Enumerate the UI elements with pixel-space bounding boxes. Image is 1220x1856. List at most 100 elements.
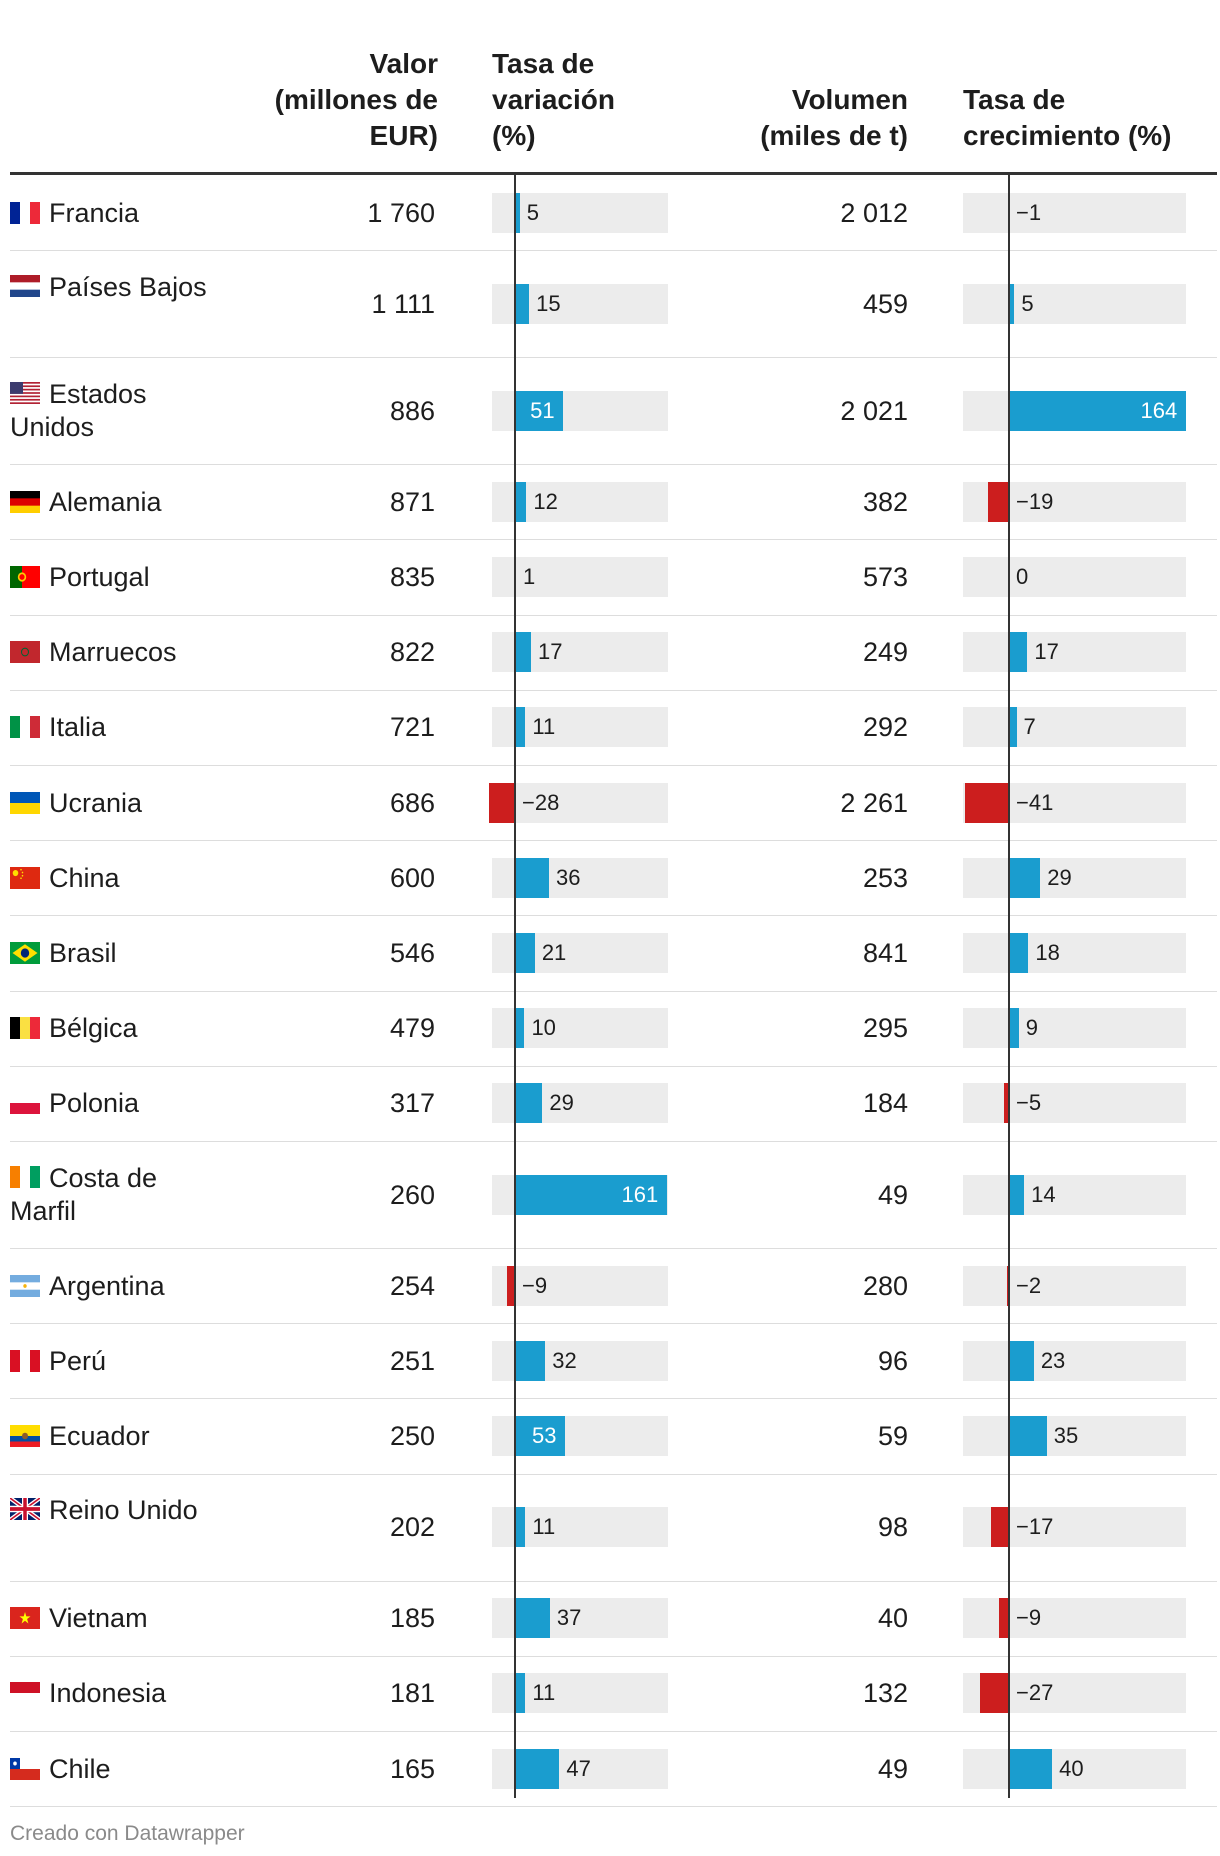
country-name: Polonia [49,1088,140,1119]
tasa-crecimiento-label: 40 [1059,1755,1084,1781]
country-name: Italia [49,712,107,743]
flag-cn-icon [10,866,40,889]
table-row: Brasil 546 841 21 18 [10,915,1217,992]
tasa-crecimiento-bar [1009,1748,1053,1789]
header-tasa-variacion-line: (%) [492,120,536,151]
tasa-crecimiento-bar [1009,632,1028,673]
tasa-crecimiento-bar [990,1507,1009,1548]
tasa-crecimiento-label: 23 [1040,1347,1066,1373]
tasa-variacion-track: 11 [492,1507,668,1548]
tasa-variacion-track: 10 [492,1008,668,1049]
volumen-cell: 841 [862,937,908,968]
tasa-crecimiento-track: −27 [963,1673,1186,1714]
tasa-crecimiento-bar [1009,283,1015,324]
tasa-crecimiento-label: 5 [1021,290,1034,316]
tasa-crecimiento-label: −41 [1016,789,1054,815]
volumen-cell: 132 [862,1678,908,1709]
tasa-crecimiento-track: 23 [963,1340,1186,1381]
tasa-crecimiento-track: 164 [963,390,1186,431]
tasa-variacion-label: 1 [522,563,536,589]
tasa-variacion-track: 17 [492,632,668,673]
flag-ci-icon [10,1165,40,1188]
tasa-crecimiento-label: −2 [1016,1272,1042,1298]
tasa-crecimiento-bar [1009,1340,1034,1381]
country-name: Ucrania [49,787,143,818]
table-row: Polonia 317 184 29 −5 [10,1066,1217,1142]
tasa-crecimiento-bar [1009,390,1186,431]
table-row: Indonesia 181 132 11 −27 [10,1656,1217,1732]
flag-ec-icon [10,1424,40,1447]
valor-cell: 317 [389,1088,435,1119]
flag-ar-icon [10,1274,40,1297]
tasa-crecimiento-track: −17 [963,1507,1186,1548]
tasa-crecimiento-bar [1009,1174,1025,1215]
volumen-cell: 184 [862,1088,908,1119]
country-name: Alemania [49,486,162,517]
tasa-variacion-track: 51 [492,390,668,431]
tasa-crecimiento-bar [1006,1265,1009,1306]
tasa-crecimiento-track: 18 [963,932,1186,973]
table-row: Marruecos 822 249 17 17 [10,615,1217,691]
tasa-variacion-track: 32 [492,1340,668,1381]
country-name: Indonesia [49,1678,167,1709]
tasa-variacion-bar [515,481,527,522]
valor-cell: 260 [389,1179,435,1210]
tasa-variacion-bar [515,632,532,673]
tasa-variacion-label: 15 [536,290,561,316]
volumen-cell: 98 [877,1512,908,1543]
valor-cell: 871 [389,486,435,517]
tasa-variacion-track: −9 [492,1265,668,1306]
flag-ma-icon [10,641,40,664]
tasa-crecimiento-track: −5 [963,1083,1186,1124]
valor-cell: 251 [389,1345,435,1376]
volumen-cell: 2 261 [840,787,908,818]
table-row: Alemania 871 382 12 −19 [10,464,1217,541]
tasa-crecimiento-bar [964,782,1009,823]
valor-cell: 835 [389,561,435,592]
country-name: Marruecos [49,637,177,668]
flag-nl-icon [10,274,40,297]
flag-ua-icon [10,791,40,814]
tasa-variacion-bar [515,1008,525,1049]
crecimiento-zero-axis [1008,175,1010,1799]
country-name: Brasil [49,937,117,968]
flag-gb-icon [10,1498,40,1521]
valor-cell: 181 [389,1678,435,1709]
header-volumen-line: Volumen [791,84,908,115]
tasa-crecimiento-label: 164 [1140,397,1178,423]
country-name: Vietnam [49,1603,148,1634]
volumen-cell: 49 [877,1753,908,1784]
valor-cell: 165 [389,1753,435,1784]
tasa-crecimiento-label: −9 [1016,1605,1042,1631]
tasa-crecimiento-label: 29 [1047,864,1072,890]
table-row: Chile 165 49 47 40 [10,1731,1217,1808]
header-valor-line: EUR) [369,120,438,151]
table-header: Valor (millones de EUR) Tasa de variació… [10,0,1217,175]
tasa-crecimiento-bar [988,481,1009,522]
tasa-variacion-track: 53 [492,1415,668,1456]
tasa-variacion-track: 12 [492,481,668,522]
tasa-crecimiento-track: 40 [963,1748,1186,1789]
tasa-variacion-label: 29 [549,1090,574,1116]
table-row: Italia 721 292 11 7 [10,690,1217,766]
country-name: Argentina [49,1270,165,1301]
valor-cell: 479 [389,1013,435,1044]
country-name: Chile [49,1753,111,1784]
valor-cell: 886 [389,395,435,426]
tasa-variacion-track: 11 [492,707,668,748]
tasa-variacion-track: 47 [492,1748,668,1789]
tasa-variacion-label: −9 [522,1272,548,1298]
tasa-variacion-bar [515,932,535,973]
tasa-variacion-track: 15 [492,283,668,324]
header-valor-line: Valor [369,48,438,79]
valor-cell: 686 [389,787,435,818]
tasa-crecimiento-track: −2 [963,1265,1186,1306]
table-row: Perú 251 96 32 23 [10,1323,1217,1400]
tasa-crecimiento-bar [1009,932,1029,973]
tasa-crecimiento-bar [1003,1083,1009,1124]
table-row: Bélgica 479 295 10 9 [10,991,1217,1067]
tasa-variacion-label: 47 [566,1755,591,1781]
header-tasa-variacion-line: variación [492,84,615,115]
valor-cell: 1 760 [367,197,435,228]
tasa-crecimiento-bar [1009,1008,1019,1049]
